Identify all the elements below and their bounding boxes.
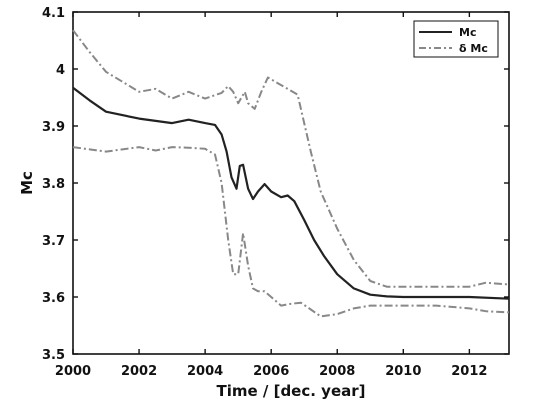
x-tick-label: 2008 <box>319 364 355 379</box>
series-line-2 <box>72 146 510 318</box>
legend-label-delta-mc: δ Mc <box>459 42 488 55</box>
y-tick-label: 4 <box>56 63 65 78</box>
x-axis-title: Time / [dec. year] <box>216 382 365 400</box>
series-layer <box>72 29 510 318</box>
y-tick-label: 3.7 <box>42 234 65 249</box>
y-axis-title: Mc <box>18 171 36 195</box>
plot-frame <box>72 11 510 355</box>
legend: Mc δ Mc <box>413 20 499 58</box>
x-tick-label: 2006 <box>253 364 289 379</box>
y-tick-label: 4.1 <box>42 6 65 21</box>
y-axis-ticks: 3.5 3.6 3.7 3.8 3.9 4 4.1 <box>42 6 509 363</box>
legend-label-mc: Mc <box>459 26 476 39</box>
series-line-0 <box>72 86 510 300</box>
x-axis-ticks: 2000 2002 2004 2006 2008 2010 2012 <box>55 12 487 379</box>
x-tick-label: 2012 <box>451 364 487 379</box>
y-tick-label: 3.6 <box>42 291 65 306</box>
y-tick-label: 3.8 <box>42 177 65 192</box>
x-tick-label: 2004 <box>187 364 223 379</box>
x-tick-label: 2010 <box>385 364 421 379</box>
y-tick-label: 3.5 <box>42 348 65 363</box>
x-tick-label: 2002 <box>121 364 157 379</box>
series-line-1 <box>72 29 510 288</box>
y-tick-label: 3.9 <box>42 120 65 135</box>
x-tick-label: 2000 <box>55 364 91 379</box>
legend-box <box>413 20 499 58</box>
